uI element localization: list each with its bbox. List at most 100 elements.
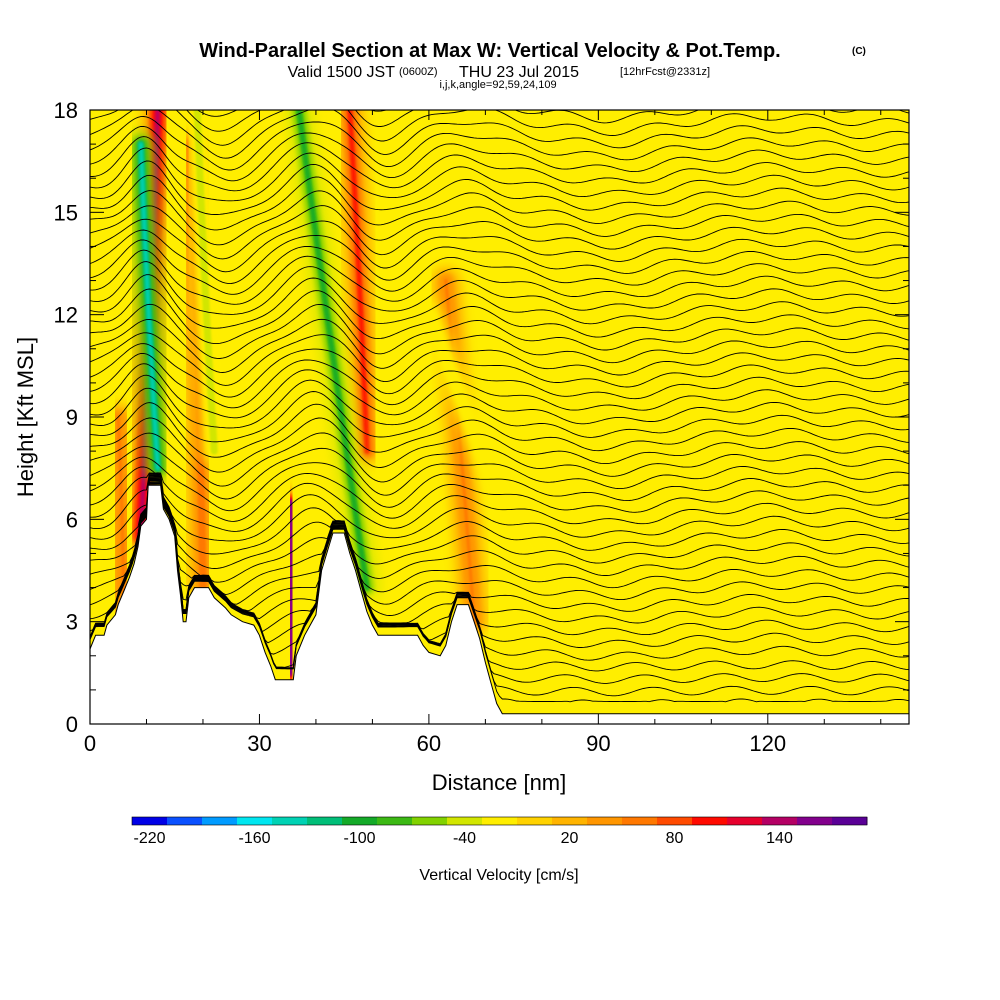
colorbar-swatch — [657, 817, 693, 825]
colorbar-swatch — [727, 817, 763, 825]
isentrope-line — [90, 387, 909, 443]
colorbar: -220 -160 -100 -40 20 80 140 — [131, 816, 868, 847]
y-axis-label: Height [Kft MSL] — [13, 337, 38, 497]
isentrope-line — [90, 343, 909, 398]
colorbar-tick-label: -160 — [238, 830, 270, 847]
colorbar-tick-label: -220 — [133, 830, 165, 847]
y-tick-label: 3 — [66, 610, 78, 635]
colorbar-frame — [131, 816, 868, 826]
isentrope-line — [90, 466, 909, 522]
colorbar-swatch — [552, 817, 588, 825]
terrain-mask — [90, 484, 909, 724]
axes: 0 30 60 90 120 0 3 6 9 12 15 18 — [54, 98, 909, 756]
colorbar-label: Vertical Velocity [cm/s] — [419, 867, 578, 884]
x-axis-label: Distance [nm] — [432, 770, 567, 795]
isentrope-line — [90, 482, 909, 684]
colorbar-tick-label: 20 — [561, 830, 579, 847]
colorbar-swatch — [377, 817, 413, 825]
isentrope-line — [90, 473, 909, 542]
colorbar-swatch — [132, 817, 168, 825]
colorbar-swatch — [167, 817, 203, 825]
isentrope-line — [90, 229, 909, 285]
y-tick-label: 6 — [66, 507, 78, 532]
updraft-plume-1-layer-3 — [289, 500, 294, 675]
isentrope-line — [90, 363, 909, 419]
colorbar-tick-label: -40 — [453, 830, 476, 847]
colorbar-swatch — [237, 817, 273, 825]
isentrope-line — [90, 110, 909, 159]
colorbar-tick-label: 140 — [766, 830, 793, 847]
chart-title-unit: (C) — [852, 46, 866, 57]
isentrope-line — [90, 445, 909, 500]
isentrope-line — [90, 147, 909, 202]
isentrope-line — [90, 374, 909, 429]
isentrope-line — [90, 318, 909, 373]
chart-title: Wind-Parallel Section at Max W: Vertical… — [199, 40, 780, 62]
colorbar-swatch — [797, 817, 833, 825]
colorbar-swatch — [622, 817, 658, 825]
isentrope-line — [90, 473, 909, 555]
isentrope-line — [90, 205, 909, 260]
downdraft-plume-0-layer-3 — [139, 142, 160, 470]
x-tick-label: 0 — [84, 731, 96, 756]
isentrope-line — [186, 110, 909, 132]
colorbar-tick-label: -100 — [343, 830, 375, 847]
y-tick-label: 15 — [54, 200, 78, 225]
y-tick-label: 18 — [54, 98, 78, 123]
velocity-shading — [105, 110, 550, 686]
isentrope-line — [90, 125, 909, 182]
x-tick-label: 120 — [749, 731, 786, 756]
isentrope-line — [90, 274, 909, 329]
isentrope-line — [90, 218, 909, 273]
isentrope-line — [90, 456, 909, 512]
updraft-plume-4-layer-3 — [444, 279, 476, 624]
isentrope-line — [90, 174, 909, 231]
colorbar-swatch — [412, 817, 448, 825]
colorbar-swatch — [342, 817, 378, 825]
isentrope-line — [90, 239, 909, 295]
isentrope-line — [90, 249, 909, 305]
isentrope-line — [90, 417, 909, 473]
valid-date: THU 23 Jul 2015 — [459, 64, 579, 81]
indices-label: i,j,k,angle=92,59,24,109 — [439, 79, 556, 91]
plot-area — [90, 110, 909, 724]
downdraft-plume-3-layer-3 — [427, 313, 538, 590]
colorbar-tick-label: 80 — [666, 830, 684, 847]
colorbar-swatch — [762, 817, 798, 825]
updraft-plume-2-layer-3 — [348, 110, 369, 453]
isentrope-line — [90, 352, 909, 409]
downdraft-plume-2-layer-3 — [195, 110, 216, 453]
y-tick-label: 12 — [54, 303, 78, 328]
isentrope-line — [90, 288, 909, 345]
y-tick-label: 0 — [66, 712, 78, 737]
isentrope-line — [90, 472, 909, 532]
colorbar-swatch — [587, 817, 623, 825]
y-tick-label: 9 — [66, 405, 78, 430]
downdraft-plume-1-layer-3 — [297, 110, 369, 590]
potential-temperature-contours — [90, 110, 909, 703]
colorbar-swatch — [832, 817, 868, 825]
colorbar-swatch — [517, 817, 553, 825]
isentrope-line — [90, 160, 909, 215]
isentrope-line — [90, 116, 909, 171]
colorbar-swatch — [692, 817, 728, 825]
isentrope-line — [90, 476, 909, 596]
chart-title-block: Wind-Parallel Section at Max W: Vertical… — [199, 40, 866, 91]
isentrope-line — [90, 261, 909, 315]
valid-prefix: Valid 1500 JST — [288, 64, 396, 81]
isentrope-line — [196, 110, 602, 117]
isentrope-line — [90, 482, 909, 697]
colorbar-swatch — [307, 817, 343, 825]
x-tick-label: 30 — [247, 731, 271, 756]
isentrope-line — [90, 332, 909, 386]
colorbar-swatch — [272, 817, 308, 825]
isentrope-line — [90, 303, 909, 359]
isentrope-line — [90, 136, 909, 192]
colorbar-swatch — [482, 817, 518, 825]
isentrope-line — [90, 402, 909, 458]
forecast-label: [12hrFcst@2331z] — [620, 66, 710, 78]
colorbar-swatch — [202, 817, 238, 825]
isentrope-line — [90, 110, 909, 146]
isentrope-line — [90, 432, 909, 487]
